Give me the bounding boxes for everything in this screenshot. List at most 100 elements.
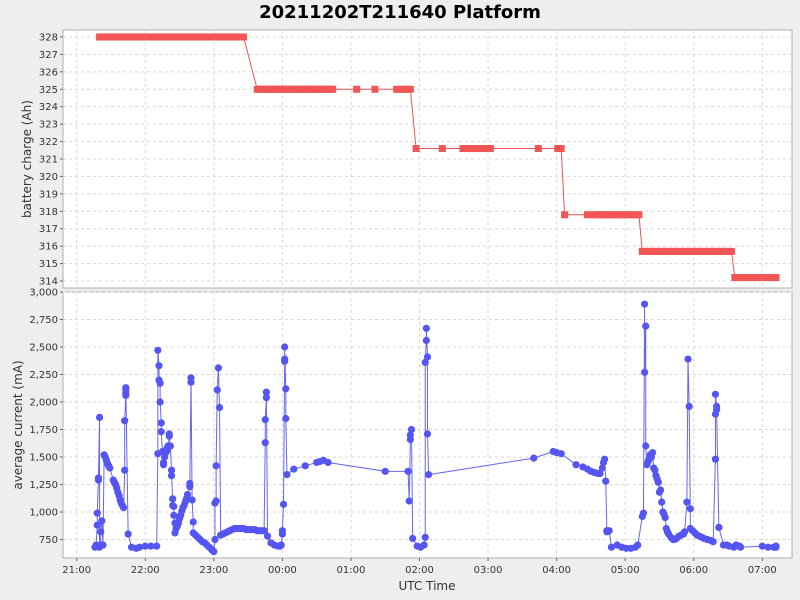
average-current-point [165,430,173,438]
average-current-series [91,300,780,556]
average-current-point [641,300,649,308]
average-current-point [169,495,177,503]
average-current-point [282,414,290,423]
average-current-point [530,454,538,462]
average-current-point [711,455,720,463]
average-current-point [709,538,717,546]
average-current-point [99,541,107,549]
average-current-point [121,417,129,425]
average-current-point [642,322,650,330]
average-current-point [409,534,417,543]
average-current-point [601,455,609,463]
average-current-point [154,346,162,354]
top-y-tick-label: 320 [39,172,58,183]
top-y-tick-label: 315 [39,259,58,270]
bottom-y-tick-label: 3,000 [29,288,58,299]
average-current-point [772,543,780,551]
average-current-point [301,462,309,470]
average-current-point [572,461,580,469]
average-current-point [147,542,155,550]
average-current-point [758,542,766,550]
average-current-point [188,496,196,504]
average-current-point [212,497,220,505]
average-current-point [97,528,105,536]
average-current-point [183,490,192,499]
top-y-tick-label: 326 [39,67,58,78]
bottom-y-tick-label: 2,250 [29,370,58,381]
average-current-point [283,471,291,479]
average-current-point [186,479,194,488]
average-current-point [598,464,606,472]
battery-charge-panel: 314 315 316 317 318 319 320 321 322 323 324 325 326 3… [20,29,793,289]
average-current-point [282,385,290,393]
average-current-point [157,428,165,436]
battery-charge-point [635,211,643,219]
average-current-point [261,439,269,447]
average-current-point [156,398,164,406]
battery-charge-point [371,85,379,93]
bottom-y-ticks: 750 1,000 1,250 1,500 1,750 2,000 2,250 2,500 2,… [29,288,63,546]
average-current-point [187,374,195,382]
average-current-point [656,486,665,494]
average-current-point [654,478,662,486]
average-current-point [683,498,691,506]
average-current-point [215,403,224,412]
average-current-point [421,533,429,541]
average-current-point [324,458,332,467]
average-current-point [686,505,694,513]
top-y-tick-label: 314 [39,277,58,288]
average-current-point [405,497,413,505]
average-current-point [605,527,613,535]
battery-charge-point [583,211,591,219]
average-current-point [764,543,772,551]
average-current-point [156,379,164,387]
top-y-tick-label: 316 [39,242,58,253]
battery-charge-point [772,274,780,282]
battery-charge-point [534,145,542,153]
battery-charge-point [412,145,420,153]
x-tick-label: 04:00 [542,565,571,576]
average-current-point [141,542,149,550]
top-y-tick-label: 318 [39,207,58,218]
average-current-point [658,498,666,506]
average-current-point [281,357,289,365]
average-current-point [211,535,219,544]
average-current-point [95,413,104,422]
average-current-point [423,353,432,361]
average-current-point [557,450,565,458]
bottom-y-tick-label: 1,000 [29,508,58,519]
average-current-point [262,394,270,402]
average-current-point [642,442,650,450]
average-current-point [155,362,163,370]
battery-charge-point [561,211,569,219]
average-current-point [684,355,692,363]
x-axis-label: UTC Time [399,579,456,593]
average-current-point [712,406,721,414]
bottom-y-tick-label: 750 [39,535,58,546]
x-tick-label: 23:00 [199,565,228,576]
x-tick-label: 05:00 [611,565,640,576]
average-current-point [407,425,416,434]
battery-charge-point [557,145,565,153]
average-current-point [122,384,130,392]
bottom-y-tick-label: 2,000 [29,398,58,409]
average-current-point [93,521,101,529]
x-tick-label: 01:00 [337,565,366,576]
top-y-tick-label: 323 [39,120,58,131]
average-current-point [94,476,103,484]
average-current-point [157,419,165,427]
average-current-point [715,523,723,532]
average-current-point [135,543,144,551]
average-current-point [170,502,178,511]
x-tick-label: 21:00 [62,565,91,576]
average-current-panel: 750 1,000 1,250 1,500 1,750 2,000 2,250 2,500 2,… [11,288,793,559]
chart-title: 20211202T211640 Platform [259,2,541,23]
average-current-point [381,467,389,475]
average-current-point [166,442,175,450]
average-current-point [277,541,285,549]
battery-charge-point [329,85,337,93]
average-current-point [263,532,272,540]
average-current-point [607,543,616,551]
top-y-ticks: 314 315 316 317 318 319 320 321 322 323 324 325 326 3… [39,32,63,288]
